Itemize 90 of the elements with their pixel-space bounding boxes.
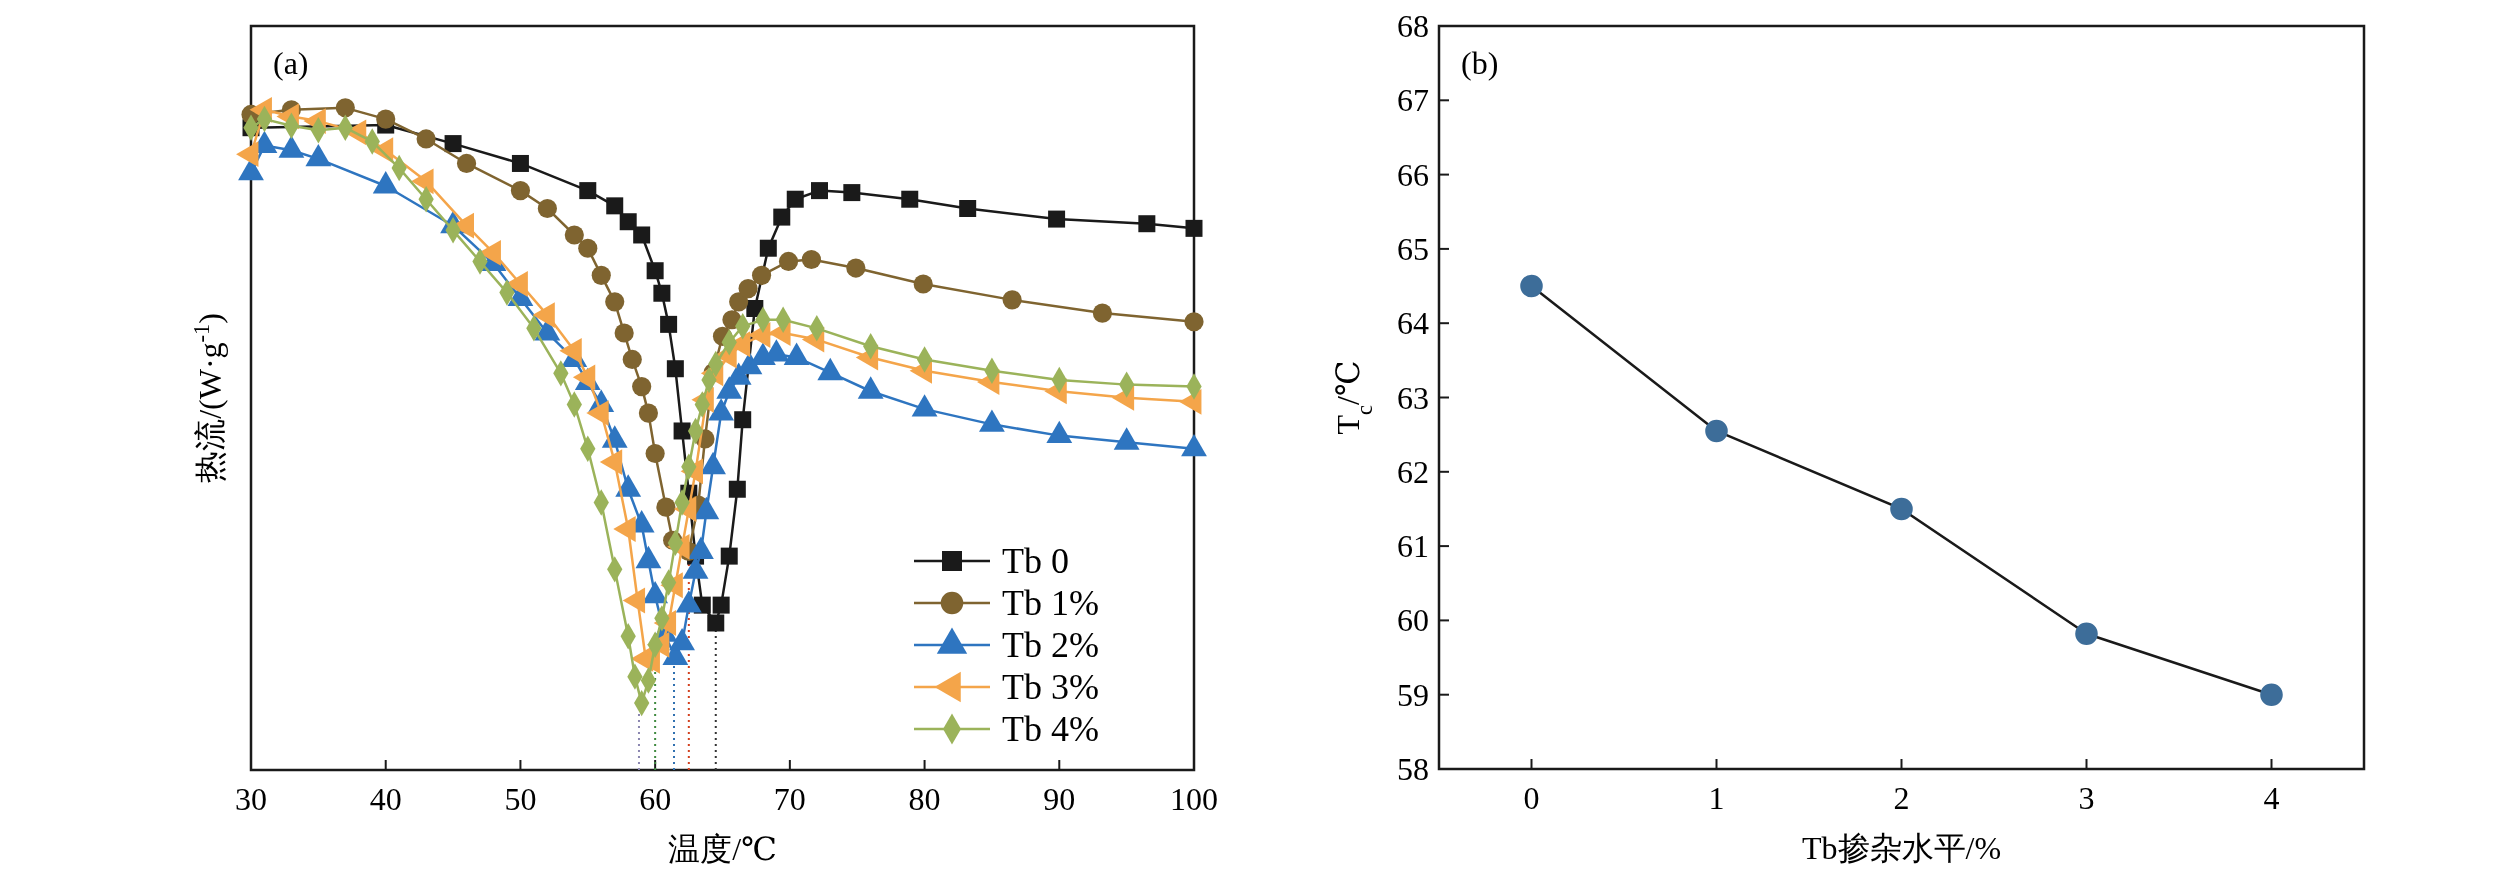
point	[913, 274, 933, 294]
x-tick-label: 60	[639, 781, 672, 817]
point	[734, 411, 752, 429]
x-axis-title: Tb掺杂水平/%	[1801, 830, 2002, 866]
point	[578, 238, 598, 258]
x-tick-label: 30	[235, 781, 267, 817]
point	[1705, 419, 1728, 443]
point	[1520, 274, 1543, 298]
point	[444, 135, 462, 153]
point	[729, 292, 749, 312]
point	[759, 239, 777, 257]
point	[645, 443, 665, 464]
x-tick-label: 0	[1523, 780, 1540, 816]
point	[1002, 290, 1022, 310]
point	[673, 422, 691, 440]
point	[1092, 303, 1112, 323]
point	[751, 265, 772, 285]
point	[591, 265, 611, 285]
y-tick-label: 61	[1397, 528, 1429, 565]
point	[633, 226, 651, 244]
point	[666, 360, 684, 378]
point	[653, 284, 671, 302]
point	[511, 154, 529, 172]
point	[728, 480, 746, 498]
point	[810, 182, 828, 200]
point	[614, 323, 634, 343]
point	[707, 614, 725, 632]
x-tick-label: 100	[1170, 781, 1218, 817]
x-tick-label: 80	[908, 781, 941, 817]
point	[778, 251, 799, 272]
point	[619, 213, 637, 231]
x-tick-label: 4	[2263, 780, 2280, 816]
x-tick-label: 50	[504, 781, 537, 817]
point	[510, 181, 531, 201]
point	[738, 279, 758, 299]
point	[712, 596, 730, 614]
legend-label: Tb 3%	[1002, 667, 1099, 707]
point	[843, 184, 861, 202]
legend-label: Tb 2%	[1002, 625, 1099, 665]
x-tick-label: 3	[2078, 780, 2095, 816]
y-tick-label: 68	[1397, 8, 1429, 44]
y-tick-label: 59	[1397, 676, 1429, 713]
point	[1185, 219, 1203, 237]
point	[622, 349, 642, 370]
y-tick-label: 58	[1397, 751, 1429, 787]
point	[564, 225, 584, 245]
y-tick-label: 66	[1397, 156, 1429, 193]
point	[773, 208, 791, 226]
x-tick-label: 1	[1708, 780, 1725, 816]
x-tick-label: 40	[369, 781, 402, 817]
legend-label: Tb 0	[1002, 541, 1069, 581]
point	[376, 109, 396, 129]
point	[656, 497, 676, 517]
point	[537, 198, 557, 219]
point	[1184, 312, 1204, 332]
legend-label: Tb 4%	[1002, 709, 1099, 749]
point	[632, 377, 652, 397]
point	[1138, 215, 1156, 233]
x-tick-label: 90	[1043, 781, 1076, 817]
point	[456, 153, 477, 174]
y-tick-label: 60	[1397, 602, 1429, 639]
point	[660, 315, 678, 333]
point	[720, 547, 738, 565]
y-tick-label: 67	[1397, 82, 1429, 119]
y-tick-label: 65	[1397, 230, 1429, 267]
x-tick-label: 2	[1893, 780, 1910, 816]
point	[638, 403, 658, 423]
point	[1890, 497, 1913, 521]
annotation: (b)	[1461, 45, 1499, 81]
point	[786, 190, 804, 208]
point	[605, 292, 625, 312]
point	[335, 98, 355, 118]
point	[606, 197, 624, 215]
y-tick-label: 62	[1397, 453, 1429, 490]
point	[646, 262, 664, 280]
point	[801, 249, 821, 270]
point	[2260, 683, 2283, 706]
x-axis-title: 温度/℃	[668, 831, 777, 867]
point	[846, 258, 866, 278]
y-tick-label: 64	[1397, 305, 1429, 342]
point	[1048, 210, 1066, 228]
point	[579, 182, 597, 200]
y-tick-label: 63	[1397, 379, 1429, 416]
point	[2075, 622, 2098, 646]
x-tick-label: 70	[773, 781, 806, 817]
text: (a)	[273, 45, 309, 81]
point	[416, 129, 436, 149]
point	[901, 190, 919, 208]
legend-label: Tb 1%	[1002, 583, 1099, 623]
point	[959, 199, 977, 217]
